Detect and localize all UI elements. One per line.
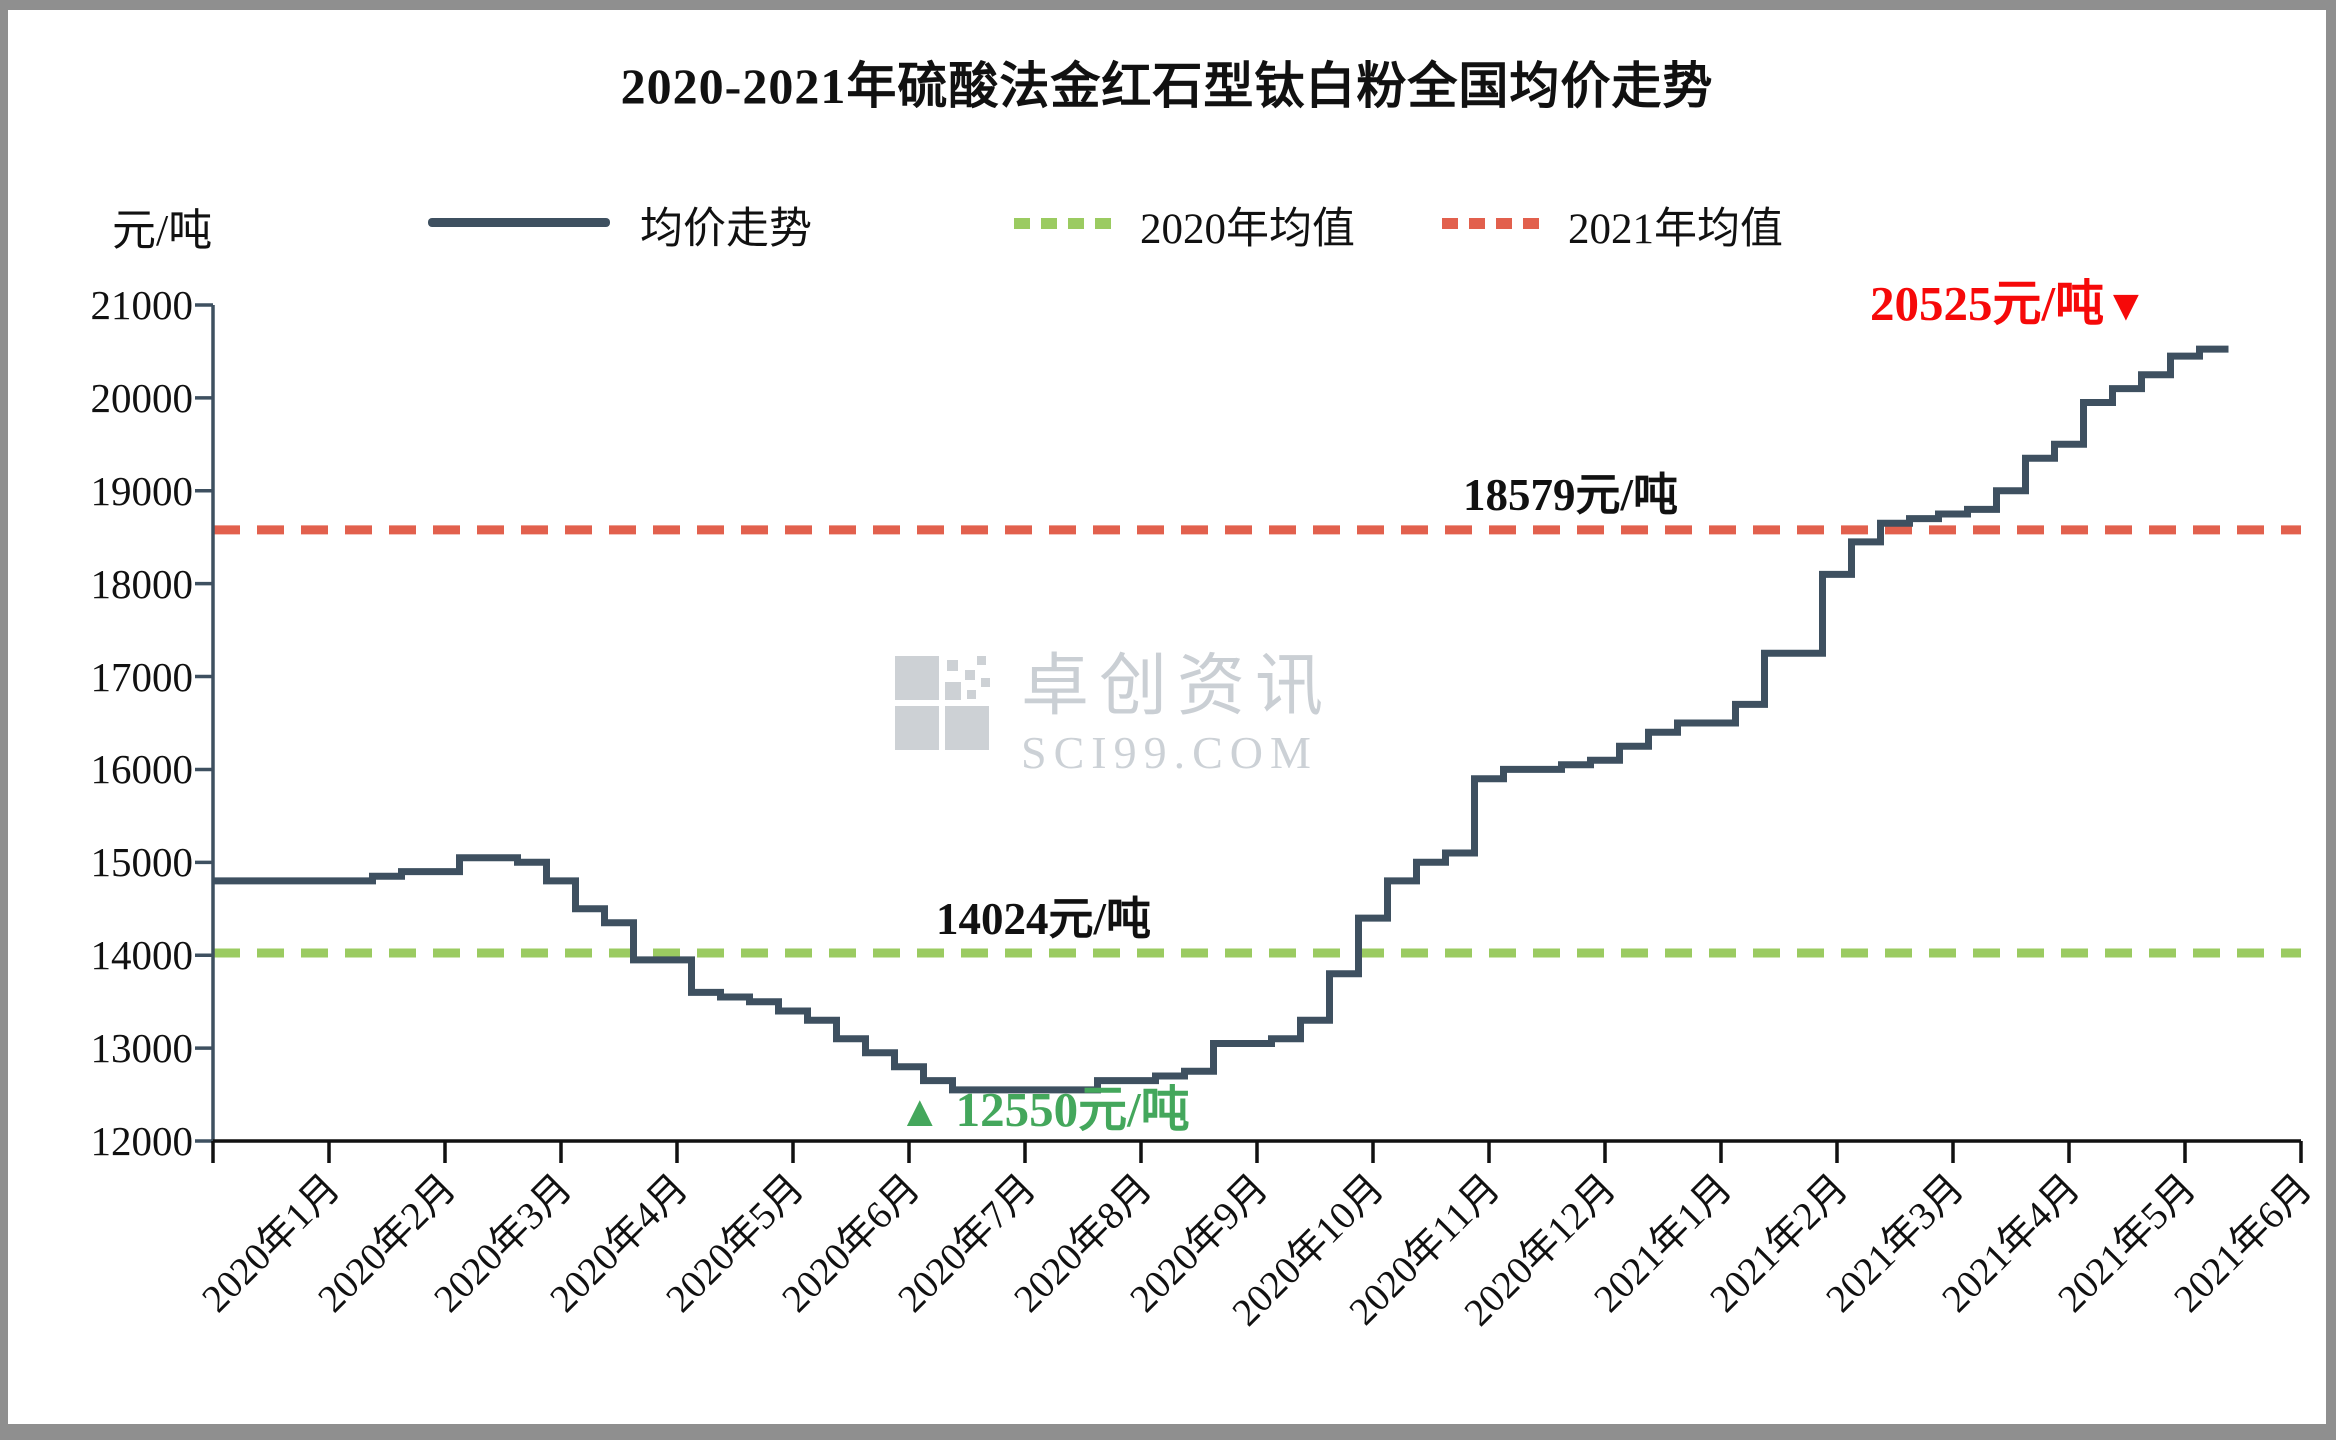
y-tick-label: 21000 xyxy=(90,282,194,328)
down-triangle-icon: ▼ xyxy=(2104,281,2148,330)
y-tick-label: 13000 xyxy=(90,1025,194,1072)
legend-item-price-trend: 均价走势 xyxy=(640,206,812,253)
watermark-cn-text: 卓创资讯 xyxy=(1021,648,1334,724)
y-tick-label: 17000 xyxy=(90,653,194,700)
y-tick-label: 20000 xyxy=(90,374,194,421)
y-tick-label: 18000 xyxy=(90,560,194,607)
watermark-logo-icon xyxy=(895,656,990,750)
chart-canvas: 2020-2021年硫酸法金红石型钛白粉全国均价走势 元/吨 均价走势 2020… xyxy=(8,10,2326,1424)
annotation-latest-price: 20525元/吨▼ xyxy=(1870,264,2148,335)
legend-line-swatch xyxy=(428,218,610,227)
annotation-latest-text: 20525元/吨 xyxy=(1870,276,2105,331)
legend-2020-avg-swatch xyxy=(1014,218,1118,229)
y-axis-unit-label: 元/吨 xyxy=(112,206,213,255)
chart-title: 2020-2021年硫酸法金红石型钛白粉全国均价走势 xyxy=(620,58,1714,114)
up-triangle-icon: ▲ xyxy=(898,1087,942,1136)
legend-item-2020-avg: 2020年均值 xyxy=(1140,206,1355,253)
y-tick-label: 19000 xyxy=(90,467,194,514)
annotation-minimum-text: 12550元/吨 xyxy=(955,1082,1190,1137)
annotation-minimum-price: ▲ 12550元/吨 xyxy=(898,1070,1190,1141)
legend-item-2021-avg: 2021年均值 xyxy=(1568,206,1783,253)
watermark: 卓创资讯 SCI99.COM xyxy=(893,652,1333,779)
y-tick-label: 12000 xyxy=(90,1118,194,1164)
annotation-2020-average: 14024元/吨 xyxy=(936,894,1152,944)
watermark-text: 卓创资讯 SCI99.COM xyxy=(1021,652,1333,779)
annotation-2021-average: 18579元/吨 xyxy=(1463,470,1679,520)
legend-2021-avg-swatch xyxy=(1442,218,1546,229)
y-tick-label: 15000 xyxy=(90,839,194,886)
y-tick-label: 16000 xyxy=(90,746,194,793)
watermark-en-text: SCI99.COM xyxy=(1021,727,1318,778)
y-tick-label: 14000 xyxy=(90,932,194,979)
plot-area xyxy=(195,303,2303,1163)
